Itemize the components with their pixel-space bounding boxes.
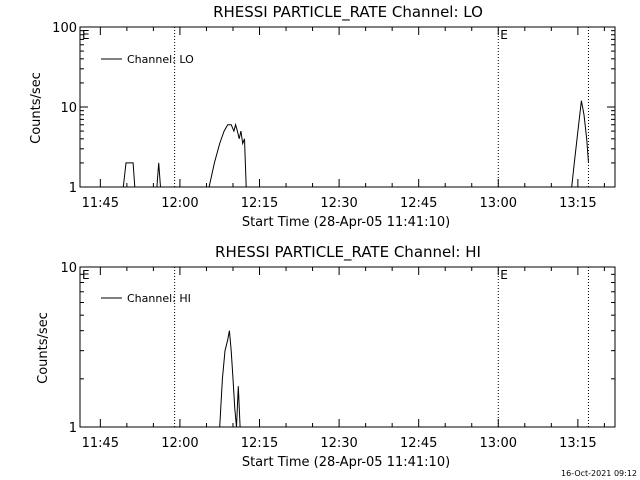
event-marker-label-lo: E bbox=[500, 28, 508, 42]
chart-title-lo: RHESSI PARTICLE_RATE Channel: LO bbox=[213, 3, 483, 22]
y-axis-label-hi: Counts/sec bbox=[36, 312, 51, 384]
y-tick-label-hi: 1 bbox=[69, 421, 77, 436]
footer-timestamp: 16-Oct-2021 09:12 bbox=[561, 469, 637, 478]
panel-lo: RHESSI PARTICLE_RATE Channel: LO Counts/… bbox=[29, 3, 616, 230]
x-tick-label-hi: 12:15 bbox=[241, 436, 278, 451]
x-tick-label-lo: 12:15 bbox=[241, 196, 278, 211]
x-tick-label-hi: 11:45 bbox=[82, 436, 119, 451]
legend-entry-hi: Channel: HI bbox=[127, 292, 191, 305]
series-line-hi bbox=[219, 330, 241, 428]
x-tick-label-hi: 12:30 bbox=[320, 436, 357, 451]
event-marker-label-lo: E bbox=[82, 28, 90, 42]
x-axis-label-hi: Start Time (28-Apr-05 11:41:10) bbox=[242, 455, 450, 470]
x-tick-label-lo: 12:30 bbox=[320, 196, 357, 211]
series-line-lo bbox=[122, 100, 589, 188]
x-tick-label-lo: 12:45 bbox=[400, 196, 437, 211]
x-tick-label-hi: 12:00 bbox=[161, 436, 198, 451]
y-tick-label-lo: 1 bbox=[69, 181, 77, 196]
x-tick-label-lo: 13:00 bbox=[480, 196, 517, 211]
y-tick-label-lo: 10 bbox=[60, 101, 77, 116]
y-tick-label-lo: 100 bbox=[52, 21, 77, 36]
x-tick-label-lo: 12:00 bbox=[161, 196, 198, 211]
event-marker-label-hi: E bbox=[500, 268, 508, 282]
x-tick-label-lo: 11:45 bbox=[82, 196, 119, 211]
plot-frame-hi bbox=[79, 266, 616, 428]
event-marker-label-hi: E bbox=[82, 268, 90, 282]
x-tick-label-lo: 13:15 bbox=[559, 196, 596, 211]
panel-hi: RHESSI PARTICLE_RATE Channel: HI Counts/… bbox=[36, 243, 616, 470]
x-axis-label-lo: Start Time (28-Apr-05 11:41:10) bbox=[242, 215, 450, 230]
plot-area-hi: 11:45 12:00 12:15 12:30 12:45 13:00 13:15 1 10 E E bbox=[60, 261, 616, 451]
plot-area-lo: 11:45 12:00 12:15 12:30 12:45 13:00 13:15 1 10 10… bbox=[52, 21, 616, 211]
y-axis-label-lo: Counts/sec bbox=[29, 72, 44, 144]
legend-entry-lo: Channel: LO bbox=[127, 53, 194, 66]
chart-title-hi: RHESSI PARTICLE_RATE Channel: HI bbox=[215, 243, 481, 262]
x-tick-label-hi: 13:00 bbox=[480, 436, 517, 451]
x-tick-label-hi: 13:15 bbox=[559, 436, 596, 451]
x-tick-label-hi: 12:45 bbox=[400, 436, 437, 451]
y-tick-label-hi: 10 bbox=[60, 261, 77, 276]
